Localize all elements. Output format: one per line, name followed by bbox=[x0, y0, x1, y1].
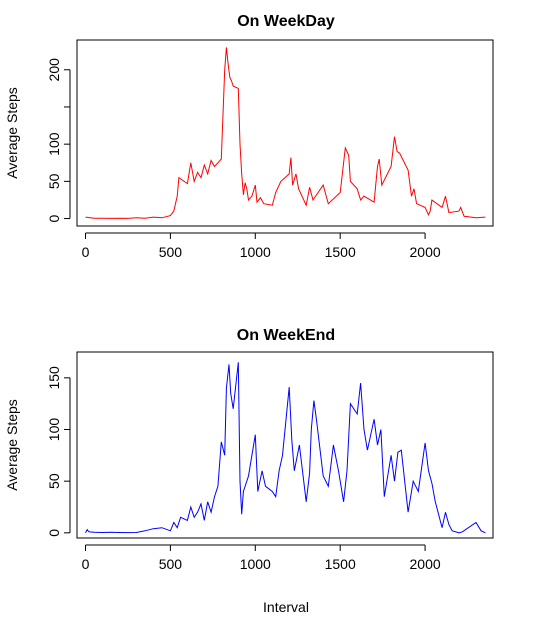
y-axis-label-weekend: Average Steps bbox=[4, 399, 20, 491]
x-tick-label: 1500 bbox=[325, 244, 356, 260]
y-tick-label: 50 bbox=[46, 173, 62, 189]
y-axis-weekday: 0 50 100 200 bbox=[46, 58, 71, 222]
x-tick-label: 500 bbox=[159, 556, 183, 572]
y-axis-label-weekday: Average Steps bbox=[4, 87, 20, 179]
x-axis-weekend: 0 500 1000 1500 2000 bbox=[82, 544, 441, 572]
y-tick-label: 0 bbox=[46, 529, 62, 537]
plot-frame-weekday bbox=[76, 39, 494, 227]
series-line-weekend bbox=[85, 362, 486, 534]
x-tick-label: 1000 bbox=[240, 556, 271, 572]
y-tick-label: 0 bbox=[46, 214, 62, 222]
series-line-weekday bbox=[85, 47, 486, 219]
plot-frame-weekend bbox=[76, 351, 494, 539]
x-tick-label: 1000 bbox=[240, 244, 271, 260]
x-tick-label: 500 bbox=[159, 244, 183, 260]
chart-title-weekend: On WeekEnd bbox=[237, 327, 335, 344]
x-tick-label: 0 bbox=[82, 244, 90, 260]
y-tick-label: 50 bbox=[46, 473, 62, 489]
y-tick-label: 150 bbox=[46, 366, 62, 390]
y-tick-label: 200 bbox=[46, 58, 62, 82]
chart-weekend: On WeekEnd 0 500 1000 1500 2000 0 50 100 150 Av… bbox=[4, 327, 494, 615]
x-tick-label: 0 bbox=[82, 556, 90, 572]
x-axis-label-weekend: Interval bbox=[263, 599, 309, 615]
x-axis-weekday: 0 500 1000 1500 2000 bbox=[82, 232, 441, 260]
chart-weekday: On WeekDay 0 500 1000 1500 2000 0 50 100 200 Av… bbox=[4, 13, 494, 260]
chart-title-weekday: On WeekDay bbox=[237, 13, 335, 30]
x-tick-label: 2000 bbox=[410, 244, 441, 260]
y-tick-label: 100 bbox=[46, 418, 62, 442]
y-axis-weekend: 0 50 100 150 bbox=[46, 366, 71, 537]
x-tick-label: 1500 bbox=[325, 556, 356, 572]
x-tick-label: 2000 bbox=[410, 556, 441, 572]
y-tick-label: 100 bbox=[46, 132, 62, 156]
